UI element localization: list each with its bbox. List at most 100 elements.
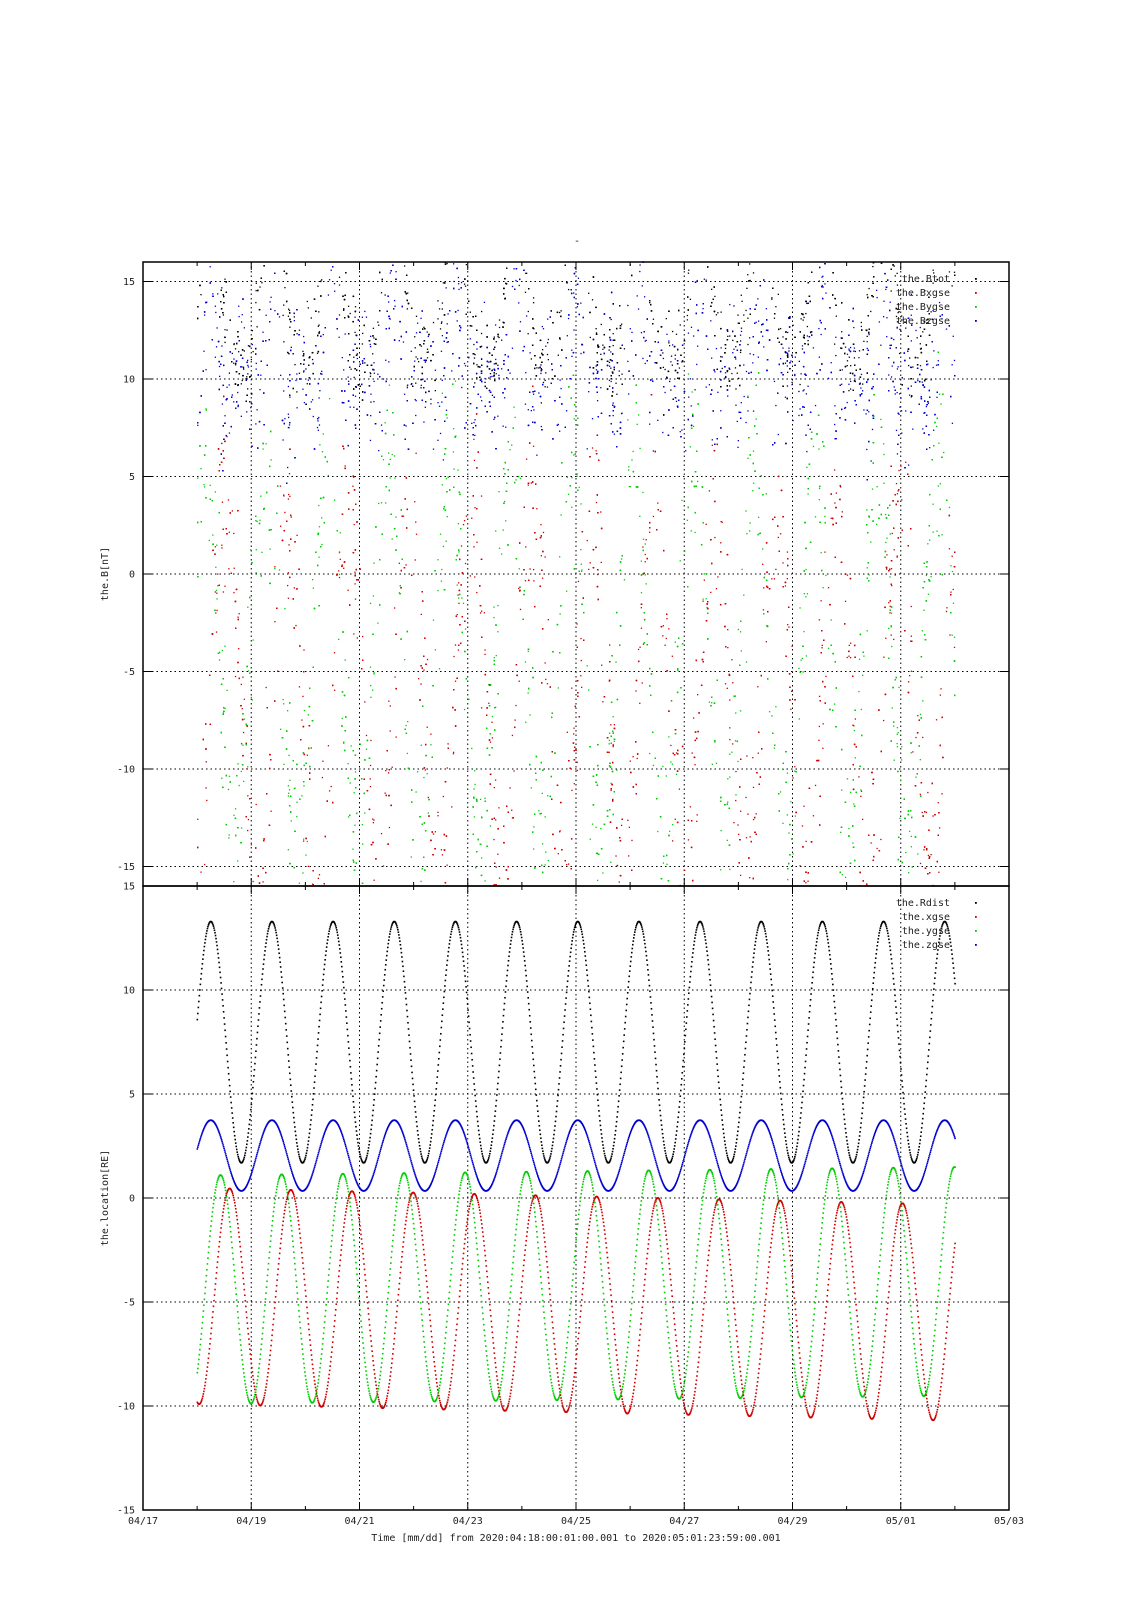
field-point-the-Bxgse xyxy=(601,664,603,666)
field-point-the-Bxgse xyxy=(354,571,356,573)
field-point-the-Bxgse xyxy=(511,809,513,811)
field-point-the-Bzgse xyxy=(860,373,863,376)
field-point-the-Bygse xyxy=(866,567,868,569)
field-point-the-Bxgse xyxy=(576,761,578,763)
field-point-the-Bxgse xyxy=(846,656,848,659)
field-point-the-Bzgse xyxy=(886,335,888,338)
field-point-the-Bxgse xyxy=(344,465,346,467)
field-point-the-Bzgse xyxy=(546,386,549,388)
field-point-the-Bzgse xyxy=(251,343,253,346)
field-point-the-Bygse xyxy=(218,659,221,661)
field-point-the-Bzgse xyxy=(674,358,676,360)
field-point-the-Bygse xyxy=(341,717,343,720)
field-point-the-Bxgse xyxy=(333,652,336,654)
field-point-the-Bzgse xyxy=(260,374,262,376)
field-point-the-Bzgse xyxy=(311,399,314,401)
field-point-the-Bygse xyxy=(541,843,544,845)
field-point-the-Bxgse xyxy=(353,633,355,635)
field-point-the-Btot xyxy=(524,291,527,293)
field-point-the-Btot xyxy=(737,314,739,316)
field-point-the-Bygse xyxy=(637,414,640,416)
field-point-the-Bygse xyxy=(438,668,441,670)
field-point-the-Btot xyxy=(844,346,847,348)
field-point-the-Bygse xyxy=(854,757,857,759)
field-point-the-Bxgse xyxy=(711,444,713,447)
field-point-the-Bxgse xyxy=(473,459,476,462)
field-point-the-Btot xyxy=(430,398,432,400)
field-point-the-Bxgse xyxy=(746,755,748,757)
field-point-the-Bxgse xyxy=(464,562,467,565)
field-point-the-Btot xyxy=(779,327,782,330)
field-point-the-Bzgse xyxy=(818,356,821,358)
field-point-the-Bygse xyxy=(287,792,290,794)
field-point-the-Btot xyxy=(286,351,289,354)
field-point-the-Bxgse xyxy=(384,792,386,794)
field-point-the-Bxgse xyxy=(941,793,943,795)
field-point-the-Btot xyxy=(284,286,286,289)
field-point-the-Bygse xyxy=(794,770,796,772)
field-point-the-Bzgse xyxy=(821,276,823,278)
field-point-the-Bygse xyxy=(765,493,767,495)
field-point-the-Bxgse xyxy=(729,738,731,741)
field-point-the-Bxgse xyxy=(426,726,428,728)
field-point-the-Bygse xyxy=(752,450,755,452)
field-point-the-Bzgse xyxy=(714,371,716,373)
field-point-the-Bygse xyxy=(752,490,754,492)
field-point-the-Bzgse xyxy=(426,331,428,333)
field-point-the-Bxgse xyxy=(762,609,765,611)
field-point-the-Bxgse xyxy=(262,881,264,883)
field-point-the-Bygse xyxy=(840,831,842,834)
field-point-the-Btot xyxy=(737,322,739,324)
field-point-the-Bzgse xyxy=(834,405,836,407)
field-point-the-Bxgse xyxy=(596,573,599,576)
field-point-the-Bzgse xyxy=(703,278,705,280)
field-point-the-Bzgse xyxy=(613,433,616,435)
field-point-the-Bzgse xyxy=(353,406,355,408)
field-point-the-Bygse xyxy=(668,736,670,738)
field-point-the-Bxgse xyxy=(910,635,913,637)
field-point-the-Btot xyxy=(302,350,304,353)
field-point-the-Bygse xyxy=(600,827,602,830)
field-point-the-Bxgse xyxy=(745,796,747,799)
field-point-the-Bzgse xyxy=(302,335,305,338)
field-point-the-Bxgse xyxy=(880,838,882,841)
field-point-the-Bzgse xyxy=(752,362,754,364)
field-point-the-Bygse xyxy=(498,547,501,549)
field-point-the-Btot xyxy=(833,343,836,345)
field-point-the-Btot xyxy=(726,370,728,373)
field-point-the-Bzgse xyxy=(557,423,559,426)
field-point-the-Btot xyxy=(616,393,618,395)
field-point-the-Btot xyxy=(679,324,681,326)
field-point-the-Bxgse xyxy=(916,773,918,775)
field-point-the-Bygse xyxy=(437,559,439,561)
field-point-the-Bxgse xyxy=(908,674,911,677)
field-point-the-Bygse xyxy=(580,503,582,505)
field-point-the-Bygse xyxy=(848,827,850,830)
field-point-the-Bzgse xyxy=(724,372,727,374)
field-point-the-Bxgse xyxy=(354,598,357,600)
field-point-the-Bzgse xyxy=(812,347,815,349)
field-point-the-Btot xyxy=(733,305,735,307)
field-point-the-Bygse xyxy=(938,393,941,395)
field-point-the-Bygse xyxy=(361,824,364,826)
field-point-the-Btot xyxy=(423,326,425,329)
field-point-the-Bygse xyxy=(870,541,872,543)
field-point-the-Bygse xyxy=(919,713,922,716)
field-point-the-Bygse xyxy=(502,529,504,531)
field-point-the-Bygse xyxy=(747,395,749,397)
field-point-the-Bxgse xyxy=(919,793,921,796)
field-point-the-Bygse xyxy=(711,763,713,765)
field-point-the-Bygse xyxy=(581,570,583,573)
field-point-the-Bygse xyxy=(306,840,308,843)
field-point-the-Bygse xyxy=(420,744,422,746)
field-point-the-Btot xyxy=(247,345,250,347)
field-point-the-Bxgse xyxy=(205,787,207,789)
field-point-the-Bygse xyxy=(919,759,921,761)
field-point-the-Bxgse xyxy=(221,501,224,503)
field-point-the-Bxgse xyxy=(228,568,230,570)
field-point-the-Bxgse xyxy=(779,533,782,535)
field-point-the-Btot xyxy=(916,337,918,339)
field-point-the-Btot xyxy=(752,272,755,274)
field-point-the-Bzgse xyxy=(835,336,837,338)
field-point-the-Bzgse xyxy=(710,320,712,322)
